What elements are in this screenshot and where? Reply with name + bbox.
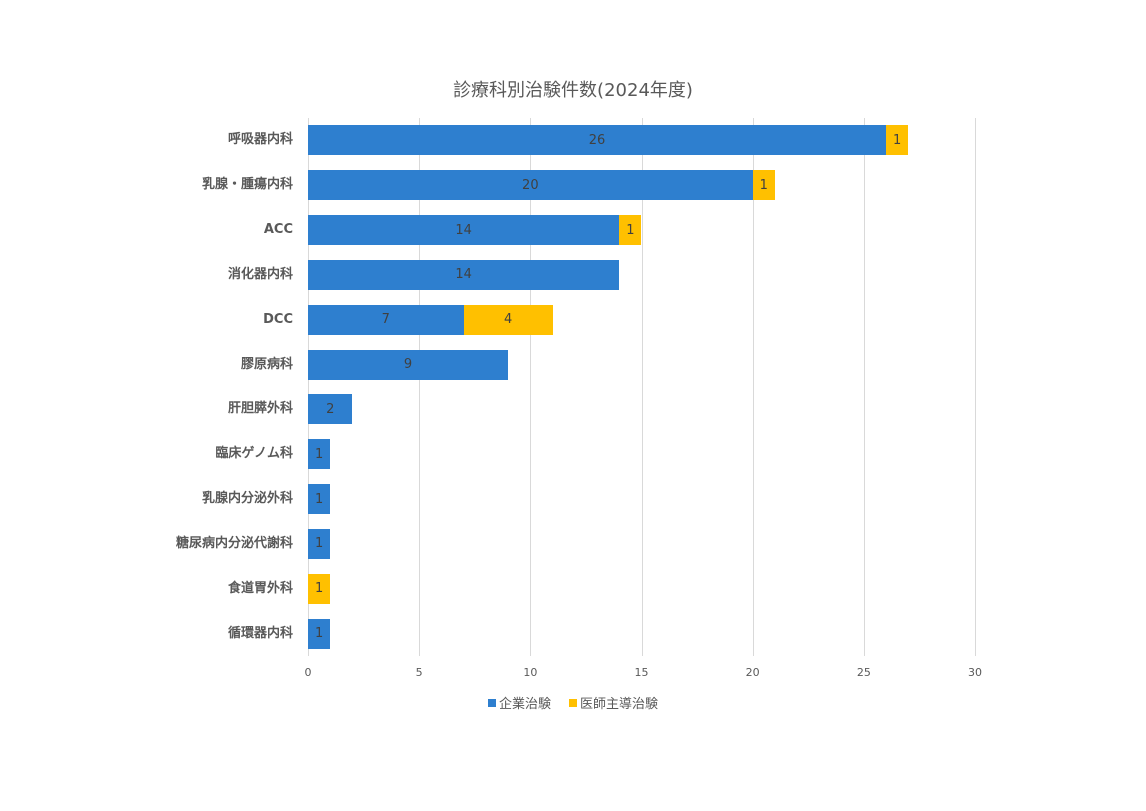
bar-company-trial: 7 (308, 304, 464, 335)
category-label: 呼吸器内科 (227, 132, 293, 148)
bar-company-trial: 26 (308, 125, 887, 156)
gridline (752, 118, 754, 656)
x-tick-label: 5 (415, 666, 423, 679)
legend-swatch-icon (569, 698, 577, 707)
gridline (530, 118, 532, 656)
gridline (419, 118, 421, 656)
bar-company-trial: 1 (308, 484, 331, 515)
plot-area: 26 1 20 1 14 1 14 7 4 9 2 1 1 1 1 1 (308, 118, 976, 656)
x-tick-label: 10 (523, 666, 538, 679)
legend-item-company: 企業治験 (487, 693, 551, 712)
category-label: 臨床ゲノム科 (215, 446, 293, 462)
bar-company-trial: 1 (308, 618, 331, 649)
bar-company-trial: 9 (308, 349, 509, 380)
bar-investigator-trial: 1 (619, 215, 642, 246)
category-label: 膠原病科 (240, 356, 293, 372)
bar-investigator-trial: 1 (752, 170, 775, 201)
gridline (863, 118, 865, 656)
x-tick-label: 0 (304, 666, 312, 679)
bar-investigator-trial: 1 (886, 125, 909, 156)
chart-title: 診療科別治験件数(2024年度) (453, 80, 693, 101)
legend-label: 医師主導治験 (580, 697, 659, 712)
category-label: 循環器内科 (227, 625, 293, 641)
legend: 企業治験 医師主導治験 (0, 693, 1146, 712)
category-label: 糖尿病内分泌代謝科 (175, 535, 293, 551)
bar-company-trial: 1 (308, 528, 331, 559)
category-label: DCC (263, 311, 293, 327)
category-label: 消化器内科 (227, 266, 293, 282)
x-tick-label: 20 (745, 666, 760, 679)
category-label: 食道胃外科 (227, 580, 293, 596)
legend-item-investigator: 医師主導治験 (569, 693, 658, 712)
bar-investigator-trial: 1 (308, 573, 331, 604)
bar-investigator-trial: 4 (463, 304, 553, 335)
category-label: 乳腺・腫瘍内科 (201, 177, 293, 193)
bar-company-trial: 2 (308, 394, 353, 425)
category-label: ACC (263, 222, 293, 238)
legend-swatch-icon (487, 698, 496, 707)
legend-label: 企業治験 (498, 697, 551, 712)
bar-company-trial: 14 (308, 215, 620, 246)
x-tick-label: 15 (634, 666, 649, 679)
x-tick-label: 25 (856, 666, 871, 679)
bar-company-trial: 20 (308, 170, 753, 201)
x-tick-label: 30 (968, 666, 982, 679)
gridline (975, 118, 976, 656)
bar-company-trial: 1 (308, 439, 331, 470)
bar-company-trial: 14 (308, 259, 620, 290)
category-label: 肝胆膵外科 (227, 401, 293, 417)
gridline (641, 118, 643, 656)
category-label: 乳腺内分泌外科 (201, 491, 293, 507)
gridline (308, 118, 309, 656)
